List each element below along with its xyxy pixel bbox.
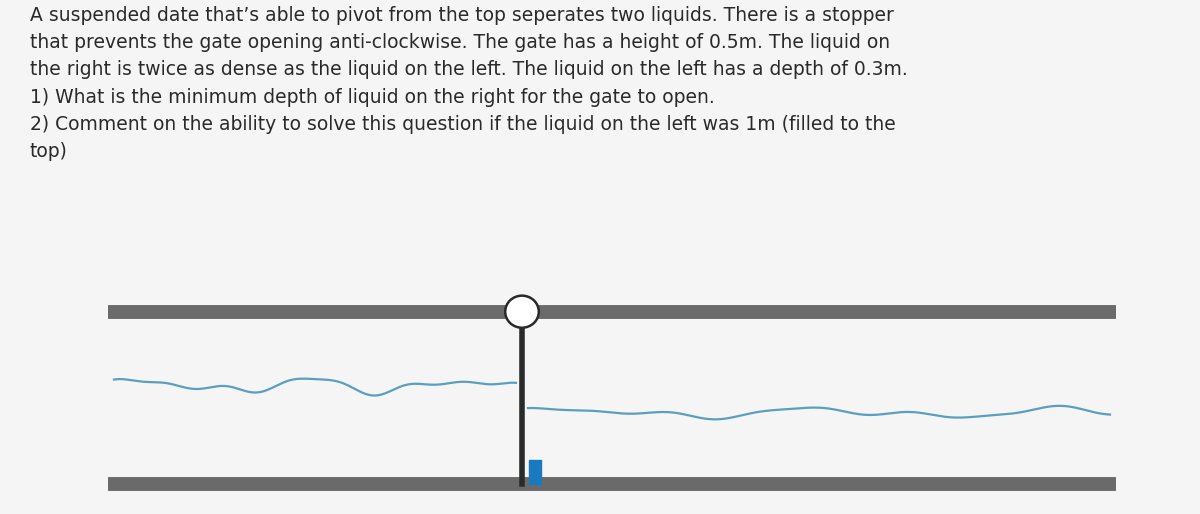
Bar [529,460,541,484]
Text: A suspended date that’s able to pivot from the top seperates two liquids. There : A suspended date that’s able to pivot fr… [30,6,907,161]
Ellipse shape [505,296,539,328]
